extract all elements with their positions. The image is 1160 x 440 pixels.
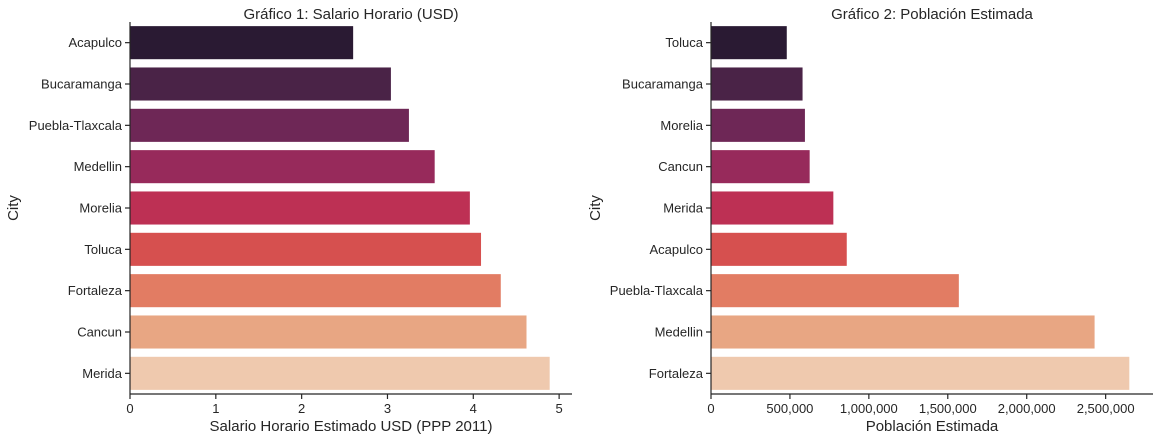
y-tick-label: Puebla-Tlaxcala bbox=[29, 118, 123, 133]
y-tick-label: Medellin bbox=[655, 325, 703, 340]
y-tick-label: Acapulco bbox=[650, 242, 703, 257]
x-tick-label: 5 bbox=[556, 401, 563, 416]
bar bbox=[711, 356, 1130, 390]
y-tick-label: Cancun bbox=[658, 159, 703, 174]
x-tick-label: 4 bbox=[470, 401, 477, 416]
x-tick-label: 0 bbox=[707, 401, 714, 416]
bar bbox=[711, 67, 803, 101]
bar bbox=[711, 274, 959, 308]
bar bbox=[130, 150, 435, 184]
bar bbox=[711, 150, 810, 184]
chart-title: Gráfico 1: Salario Horario (USD) bbox=[243, 6, 458, 23]
y-tick-label: Bucaramanga bbox=[41, 77, 123, 92]
y-tick-label: Morelia bbox=[79, 201, 122, 216]
bar bbox=[711, 232, 847, 266]
y-tick-label: Acapulco bbox=[69, 35, 122, 50]
x-axis-label: Salario Horario Estimado USD (PPP 2011) bbox=[210, 418, 493, 435]
bar bbox=[130, 26, 354, 60]
bar bbox=[130, 67, 391, 101]
bar bbox=[130, 232, 482, 266]
bar bbox=[130, 108, 409, 142]
chart-salario-horario: Gráfico 1: Salario Horario (USD) Acapulco… bbox=[5, 6, 572, 435]
x-tick-label: 2,500,000 bbox=[1077, 401, 1135, 416]
chart-title: Gráfico 2: Población Estimada bbox=[831, 6, 1033, 23]
x-axis-label: Población Estimada bbox=[866, 418, 999, 435]
y-tick-label: Toluca bbox=[84, 242, 122, 257]
y-tick-label: Merida bbox=[82, 366, 123, 381]
bar bbox=[130, 274, 501, 308]
x-tick-label: 2,000,000 bbox=[998, 401, 1056, 416]
y-tick-label: Bucaramanga bbox=[622, 77, 704, 92]
bar bbox=[711, 191, 834, 225]
x-tick-label: 0 bbox=[126, 401, 133, 416]
y-tick-label: Fortaleza bbox=[649, 366, 704, 381]
y-tick-label: Medellin bbox=[74, 159, 122, 174]
y-axis-label: City bbox=[587, 195, 604, 221]
y-tick-label: Toluca bbox=[665, 35, 703, 50]
bar bbox=[711, 26, 787, 60]
y-tick-label: Cancun bbox=[77, 325, 122, 340]
x-tick-label: 1,000,000 bbox=[840, 401, 898, 416]
y-axis-label: City bbox=[5, 195, 22, 221]
x-tick-label: 500,000 bbox=[766, 401, 813, 416]
x-tick-label: 3 bbox=[384, 401, 391, 416]
y-tick-label: Fortaleza bbox=[68, 283, 123, 298]
x-tick-label: 1 bbox=[212, 401, 219, 416]
bar bbox=[711, 315, 1095, 349]
bar bbox=[130, 356, 550, 390]
y-tick-label: Morelia bbox=[660, 118, 703, 133]
bar bbox=[711, 108, 805, 142]
y-tick-label: Puebla-Tlaxcala bbox=[610, 283, 704, 298]
x-tick-label: 1,500,000 bbox=[919, 401, 977, 416]
bar bbox=[130, 191, 470, 225]
x-tick-label: 2 bbox=[298, 401, 305, 416]
chart-poblacion-estimada: Gráfico 2: Población Estimada Toluca Bucar… bbox=[587, 6, 1153, 435]
bar bbox=[130, 315, 527, 349]
y-tick-label: Merida bbox=[663, 201, 704, 216]
